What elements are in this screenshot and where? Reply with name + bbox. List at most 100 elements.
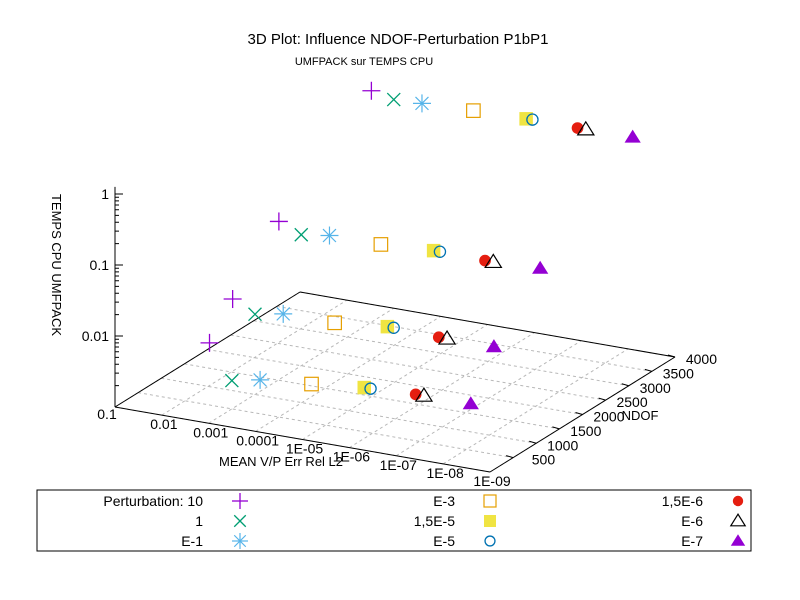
ndof-tick xyxy=(575,412,583,415)
data-point xyxy=(624,129,641,143)
data-point xyxy=(274,304,293,323)
data-point xyxy=(414,386,434,402)
back-right-edge xyxy=(299,291,676,358)
legend: Perturbation: 10 1 E-1 E-3 1,5E-5 E-5 1,5E-6 E-… xyxy=(36,489,752,552)
ndof-tick xyxy=(552,426,560,430)
data-point xyxy=(320,226,339,245)
grid-line-x xyxy=(302,324,488,440)
data-point xyxy=(462,396,479,410)
legend-box xyxy=(36,489,752,552)
marker-stroke xyxy=(415,96,429,111)
y-axis-label: NDOF xyxy=(622,408,659,423)
data-point xyxy=(387,321,400,334)
legend-marker xyxy=(484,515,496,527)
legend-label: Perturbation: 10 xyxy=(103,493,203,509)
x-tick-label: 1E-06 xyxy=(333,449,371,465)
legend-marker xyxy=(730,534,746,546)
ndof-tick xyxy=(505,455,514,459)
legend-label: E-3 xyxy=(433,493,455,509)
legend-marker xyxy=(483,494,497,508)
data-point xyxy=(200,333,219,352)
marker-stroke xyxy=(276,306,291,321)
z-axis: 0.01 0.1 1 xyxy=(82,186,123,407)
ndof-tick xyxy=(667,354,676,358)
data-point xyxy=(484,253,503,269)
marker-stroke xyxy=(224,373,239,388)
x-tick-label: 0.0001 xyxy=(236,432,279,448)
legend-label: E-6 xyxy=(681,513,703,529)
data-points xyxy=(200,81,641,410)
grid-line-x xyxy=(395,340,582,457)
grid-line-x xyxy=(349,332,535,449)
z-axis-label: TEMPS CPU UMFPACK xyxy=(49,194,64,336)
legend-marker xyxy=(232,493,248,509)
back-left-edge xyxy=(114,291,301,408)
x-tick-label: 1E-07 xyxy=(380,457,418,473)
x-tick-label: 1E-09 xyxy=(473,473,511,489)
data-point xyxy=(251,370,270,389)
legend-entries: Perturbation: 10 1 E-1 E-3 1,5E-5 E-5 1,5E-6 E-… xyxy=(103,493,747,549)
data-point xyxy=(526,113,539,126)
data-point xyxy=(576,120,595,136)
data-point xyxy=(437,329,457,345)
ndof-tick-label: 3500 xyxy=(663,365,694,381)
marker-stroke xyxy=(253,372,268,387)
marker-stroke xyxy=(322,228,337,243)
data-point xyxy=(412,94,431,113)
data-point xyxy=(532,260,549,274)
ndof-tick-label: 1500 xyxy=(570,423,601,439)
ndof-tick-label: 2000 xyxy=(593,409,624,425)
data-point xyxy=(386,92,401,107)
data-point xyxy=(294,227,309,242)
base-grid xyxy=(114,291,676,473)
data-point xyxy=(362,81,381,100)
chart-subtitle: UMFPACK sur TEMPS CPU xyxy=(295,56,433,68)
marker-stroke xyxy=(294,227,309,242)
marker-stroke xyxy=(248,307,262,322)
legend-marker xyxy=(732,495,744,507)
data-point xyxy=(224,373,239,388)
legend-label: 1,5E-6 xyxy=(662,493,703,509)
legend-marker xyxy=(729,513,747,527)
legend-marker xyxy=(233,514,247,528)
data-point xyxy=(364,382,377,395)
ndof-tick-label: 1000 xyxy=(547,437,578,453)
chart-title: 3D Plot: Influence NDOF-Perturbation P1b… xyxy=(248,31,549,48)
ndof-tick xyxy=(529,440,537,444)
grid-line-x xyxy=(255,315,441,432)
grid-line-ndof xyxy=(184,363,560,430)
legend-label: E-5 xyxy=(433,533,455,549)
legend-marker xyxy=(484,535,496,547)
data-point xyxy=(327,315,342,331)
legend-marker xyxy=(232,533,248,549)
ndof-tick-label: 4000 xyxy=(686,351,717,367)
legend-label: E-1 xyxy=(181,533,203,549)
data-point xyxy=(466,103,481,118)
legend-label: 1,5E-5 xyxy=(414,513,455,529)
x-axis-line xyxy=(114,406,491,473)
ndof-tick xyxy=(644,368,653,372)
ndof-tick-label: 3000 xyxy=(640,380,671,396)
x-axis-label: MEAN V/P Err Rel L2 xyxy=(219,454,343,469)
legend-label: 1 xyxy=(195,513,203,529)
ndof-tick xyxy=(621,383,629,387)
data-point xyxy=(248,307,262,322)
data-point xyxy=(223,290,242,309)
x-tick-label: 0.1 xyxy=(97,406,117,422)
marker-stroke xyxy=(233,534,247,548)
data-point xyxy=(433,245,447,258)
z-tick-label: 0.01 xyxy=(82,328,109,344)
data-point xyxy=(269,212,288,231)
data-point xyxy=(485,339,503,353)
z-tick-label: 0.1 xyxy=(90,257,110,273)
marker-stroke xyxy=(233,514,247,528)
ndof-tick-label: 2500 xyxy=(616,394,647,410)
x-tick-label: 1E-05 xyxy=(286,441,324,457)
marker-stroke xyxy=(386,92,401,107)
ndof-tick xyxy=(598,397,606,401)
x-tick-label: 0.001 xyxy=(193,424,228,440)
legend-label: E-7 xyxy=(681,533,703,549)
data-point xyxy=(304,376,319,392)
data-point xyxy=(373,237,389,252)
